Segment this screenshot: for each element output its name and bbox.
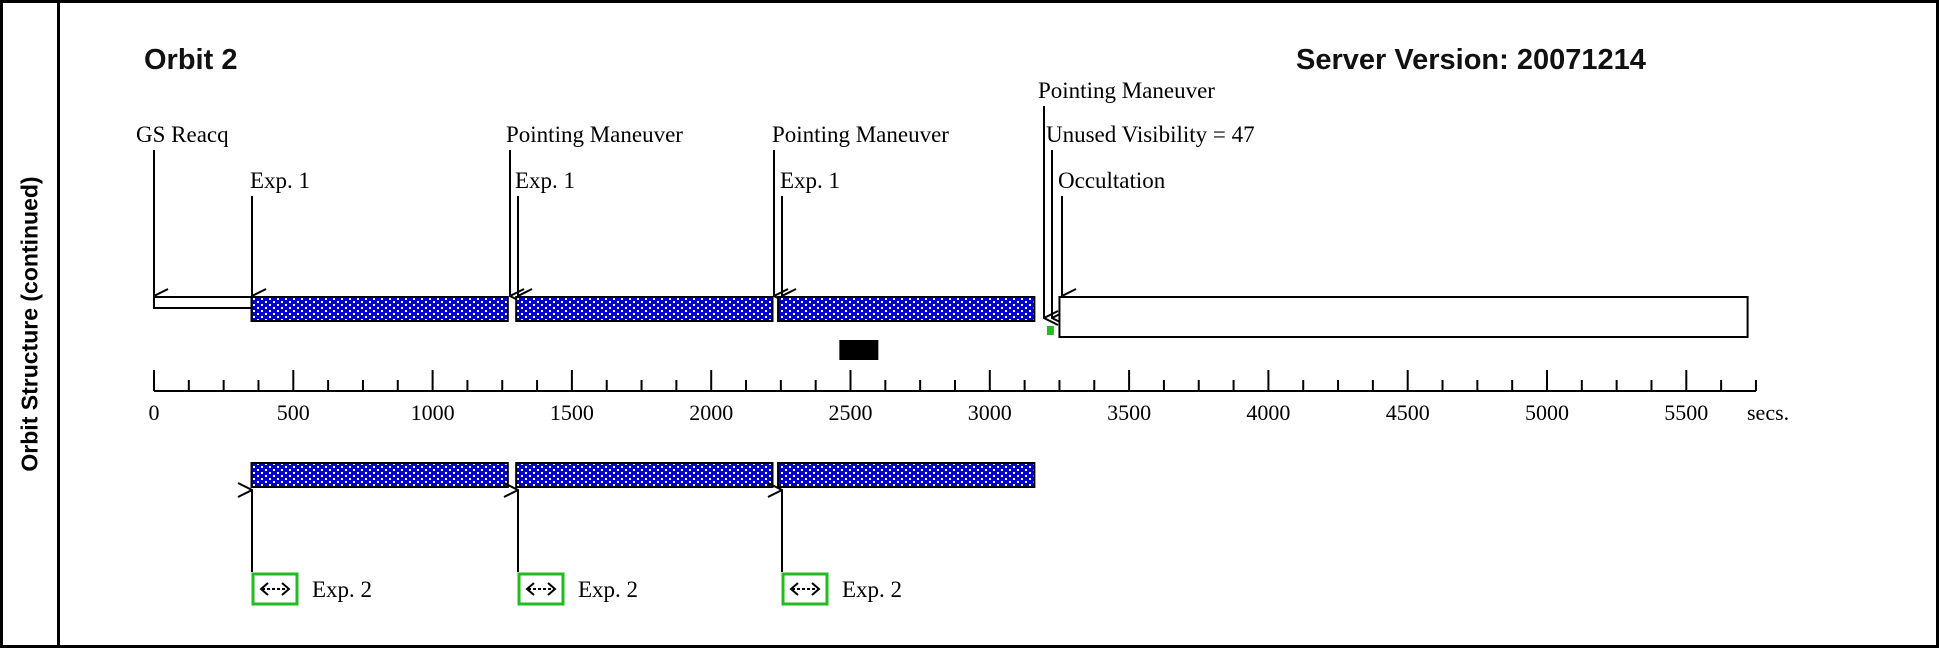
- axis-tick-label: 5000: [1525, 400, 1569, 425]
- exposure-bar-top-1: [250, 296, 509, 322]
- pointing-maneuver-label-3: Pointing Maneuver: [1038, 78, 1215, 103]
- axis-tick-label: 2500: [829, 400, 873, 425]
- orbit-title: Orbit 2: [144, 44, 238, 76]
- server-version: Server Version: 20071214: [1296, 44, 1646, 76]
- pointing-maneuver-label-2: Pointing Maneuver: [772, 122, 949, 147]
- black-marker: [839, 340, 879, 360]
- exp2-icon-2: [517, 572, 565, 606]
- axis-unit-label: secs.: [1747, 400, 1789, 425]
- axis-tick-label: 5500: [1664, 400, 1708, 425]
- exposure-bar-top-3: [777, 296, 1036, 322]
- occultation-label: Occultation: [1058, 168, 1166, 193]
- axis-tick-label: 0: [149, 400, 160, 425]
- exp1-label-b: Exp. 1: [515, 168, 575, 193]
- unused-visibility-marker: [1046, 326, 1054, 335]
- exp2-label-2: Exp. 2: [578, 577, 638, 602]
- axis-labels: 0 500 1000 1500 2000 2500 3000 3500 4000 4500 5000…: [149, 400, 1709, 425]
- axis-tick-label: 1500: [550, 400, 594, 425]
- exp2-icon-1: [251, 572, 299, 606]
- sidebar: Orbit Structure (continued): [0, 0, 60, 648]
- unused-visibility-label: Unused Visibility = 47: [1046, 122, 1255, 147]
- axis-ticks: [153, 370, 1757, 391]
- axis-tick-label: 2000: [689, 400, 733, 425]
- exp2-label-3: Exp. 2: [842, 577, 902, 602]
- exposure-bar-bottom-1: [250, 462, 509, 488]
- axis-tick-label: 500: [277, 400, 310, 425]
- exp2-icon-3: [781, 572, 829, 606]
- axis-tick-label: 4500: [1386, 400, 1430, 425]
- gs-reacq-label: GS Reacq: [136, 122, 229, 147]
- exp1-label-a: Exp. 1: [250, 168, 310, 193]
- axis-tick-label: 4000: [1246, 400, 1290, 425]
- exposure-bar-bottom-3: [777, 462, 1036, 488]
- exposure-bar-top-2: [515, 296, 774, 322]
- gs-reacq-bar: [153, 296, 253, 309]
- axis-tick-label: 3000: [968, 400, 1012, 425]
- exp1-label-c: Exp. 1: [780, 168, 840, 193]
- exp2-label-1: Exp. 2: [312, 577, 372, 602]
- axis-tick-label: 3500: [1107, 400, 1151, 425]
- occultation-bar: [1058, 296, 1749, 338]
- pointing-maneuver-label-1: Pointing Maneuver: [506, 122, 683, 147]
- exposure-bar-bottom-2: [515, 462, 774, 488]
- axis-tick-label: 1000: [411, 400, 455, 425]
